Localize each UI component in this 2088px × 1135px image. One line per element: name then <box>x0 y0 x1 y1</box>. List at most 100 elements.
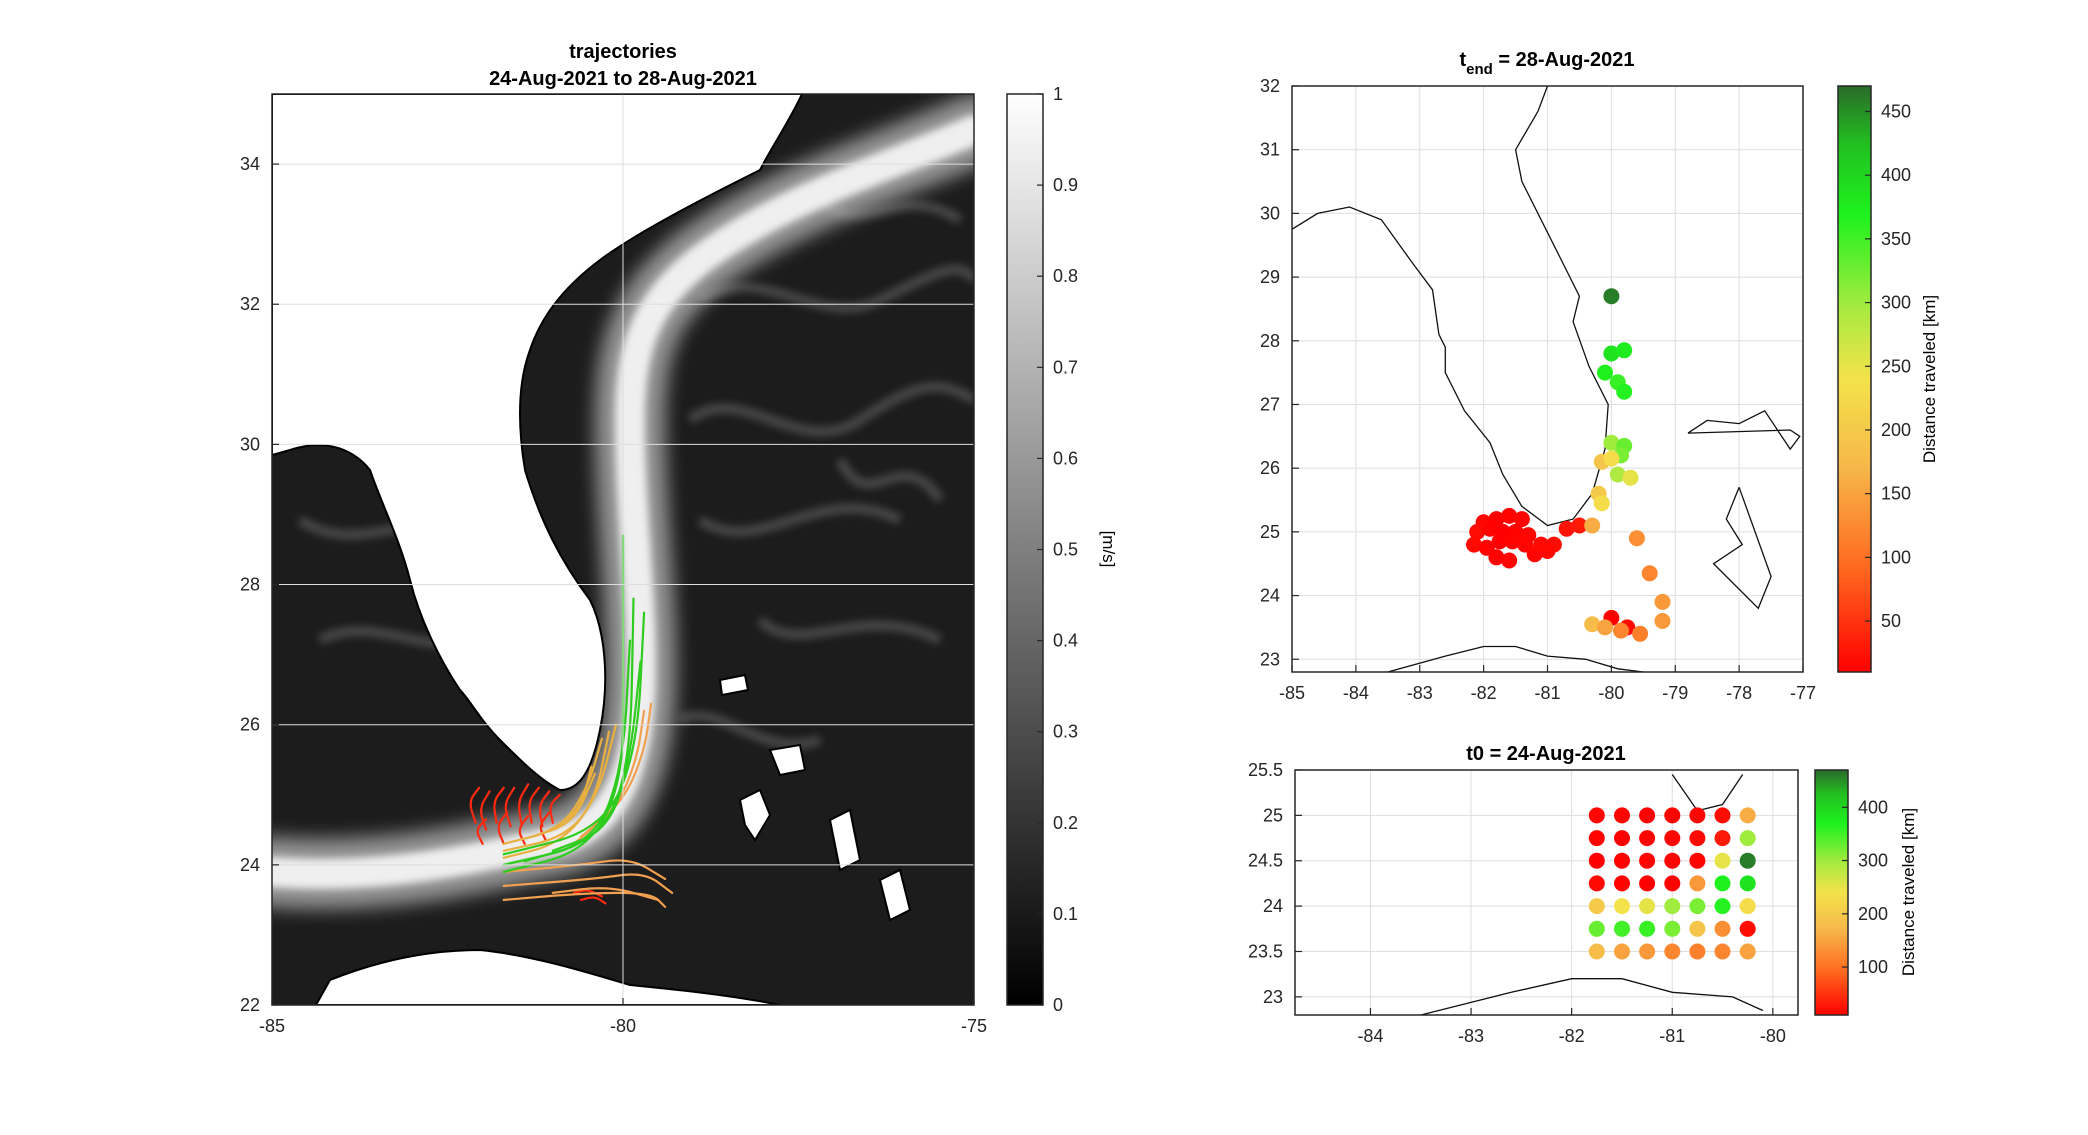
endpoint-marker <box>1526 546 1543 563</box>
trajectory-line <box>579 896 607 905</box>
trajectory-map-panel: trajectories 24-Aug-2021 to 28-Aug-2021 <box>240 41 1118 1036</box>
speed-colorbar-tick-label: 0.7 <box>1053 357 1078 377</box>
speed-colorbar-tick-label: 0.5 <box>1053 540 1078 560</box>
right-ytick-label: 24 <box>1260 586 1280 606</box>
left-ytick-label: 32 <box>240 294 260 314</box>
distance-colorbar-bottom-tick-label: 300 <box>1858 851 1888 871</box>
trajectory-line <box>517 783 530 824</box>
endpoint-marker <box>1616 342 1633 359</box>
speed-colorbar-tick-label: 0.8 <box>1053 266 1078 286</box>
endpoint-marker <box>1616 383 1633 400</box>
startpoint-marker <box>1714 875 1731 892</box>
gulf-stream-jet <box>272 95 974 909</box>
startpoint-marker <box>1639 920 1656 937</box>
startpoint-marker <box>1664 830 1681 847</box>
land-bahamas-5 <box>718 673 750 697</box>
distance-colorbar-bottom <box>1814 769 1849 1016</box>
right-ytick-label: 23 <box>1260 649 1280 669</box>
distance-colorbar-bottom-ticks: 100 200 300 400 <box>1842 797 1888 977</box>
left-xtick-label: -75 <box>961 1016 987 1036</box>
left-tick-labels: -85 -80 -75 22 24 26 28 30 32 34 <box>240 154 987 1036</box>
trajectory-line <box>551 660 642 852</box>
startpoint-marker <box>1739 852 1756 869</box>
endpoint-marker <box>1603 345 1620 362</box>
startpoint-marker <box>1614 830 1630 847</box>
distance-colorbar-bottom-label: Distance traveled [km] <box>1899 808 1918 976</box>
endpoint-marker <box>1504 533 1521 550</box>
startpoint-marker <box>1714 898 1731 915</box>
right-coast-line <box>1292 86 1609 527</box>
bottom-coast-line <box>1420 978 1764 1015</box>
bottom-title: t0 = 24-Aug-2021 <box>1466 743 1626 765</box>
bottom-xtick-label: -83 <box>1458 1026 1484 1046</box>
endpoint-marker <box>1491 533 1508 550</box>
trajectory-line <box>502 891 667 908</box>
endpoint-marker <box>1488 549 1505 566</box>
right-ytick-label: 25 <box>1260 522 1280 542</box>
startpoint-map-panel: t0 = 24-Aug-2021 -84 -83 -82 -81 -80 23 23.5 24… <box>1248 743 1918 1046</box>
startpoint-marker <box>1614 943 1630 960</box>
startpoint-marker <box>1639 875 1656 892</box>
bottom-xtick-label: -84 <box>1357 1026 1383 1046</box>
endpoint-marker <box>1482 520 1498 537</box>
startpoint-marker <box>1714 830 1731 847</box>
land-cuba <box>314 948 781 1005</box>
right-xtick-label: -77 <box>1790 683 1816 703</box>
startpoint-marker <box>1739 943 1756 960</box>
bottom-ytick-label: 25 <box>1263 805 1283 825</box>
left-title-line2: 24-Aug-2021 to 28-Aug-2021 <box>489 68 757 90</box>
trajectory-line <box>518 814 530 845</box>
distance-colorbar-bottom-tick-label: 200 <box>1858 904 1888 924</box>
endpoint-marker <box>1571 517 1588 534</box>
distance-colorbar-top-tick-label: 400 <box>1881 165 1911 185</box>
startpoint-marker <box>1689 898 1706 915</box>
speed-colorbar-tick-label: 0.1 <box>1053 904 1078 924</box>
trajectory-line <box>476 818 488 845</box>
startpoint-marker <box>1664 898 1681 915</box>
endpoint-marker <box>1501 552 1518 569</box>
startpoint-marker <box>1664 852 1681 869</box>
bottom-ytick-label: 25.5 <box>1248 760 1283 780</box>
right-ytick-label: 29 <box>1260 267 1280 287</box>
land-bahamas-1 <box>738 788 772 842</box>
speed-colorbar-label: [m/s] <box>1099 531 1118 568</box>
startpoint-marker <box>1614 920 1630 937</box>
distance-colorbar-top-tick-label: 100 <box>1881 547 1911 567</box>
startpoint-marker <box>1614 807 1630 824</box>
startpoint-marker <box>1739 807 1756 824</box>
right-ytick-label: 30 <box>1260 203 1280 223</box>
bottom-axes-box <box>1294 769 1799 1016</box>
speed-colorbar-ticks: 0 0.1 0.2 0.3 0.4 0.5 0.6 0.7 0.8 0.9 1 <box>1037 84 1078 1015</box>
left-title-line1: trajectories <box>569 41 677 63</box>
speed-colorbar-tick-label: 1 <box>1053 84 1063 104</box>
land-masses <box>272 94 912 1005</box>
trajectory-line <box>502 873 674 894</box>
right-ytick-label: 28 <box>1260 331 1280 351</box>
bottom-coastline <box>1420 774 1764 1015</box>
startpoint-marker <box>1689 875 1706 892</box>
startpoint-marker <box>1739 898 1756 915</box>
right-tick-labels: -85 -84 -83 -82 -81 -80 -79 -78 -77 23 24 25 26 27 28 2… <box>1260 76 1816 703</box>
left-ytick-label: 22 <box>240 995 260 1015</box>
bottom-axes-bg <box>1295 770 1798 1015</box>
startpoint-marker <box>1739 920 1756 937</box>
endpoint-marker <box>1593 495 1610 512</box>
trajectory-line <box>502 597 635 866</box>
endpoint-marker <box>1466 536 1482 553</box>
startpoint-marker <box>1664 807 1681 824</box>
startpoint-marker <box>1689 807 1706 824</box>
right-xtick-label: -82 <box>1471 683 1497 703</box>
endpoint-marker <box>1597 619 1613 636</box>
startpoint-marker <box>1739 875 1756 892</box>
bottom-ytick-label: 24.5 <box>1248 851 1283 871</box>
trajectory-line <box>551 887 660 901</box>
trajectory-lines <box>469 534 674 908</box>
speed-colorbar-tick-label: 0.9 <box>1053 175 1078 195</box>
distance-colorbar-top-ticks: 50 100 150 200 250 300 350 400 450 <box>1865 101 1911 631</box>
left-xtick-label: -85 <box>259 1016 285 1036</box>
endpoint-scatter <box>1466 288 1671 642</box>
startpoint-marker <box>1639 852 1656 869</box>
endpoint-marker <box>1603 288 1620 305</box>
trajectory-line <box>480 790 491 831</box>
trajectory-line <box>549 793 561 824</box>
